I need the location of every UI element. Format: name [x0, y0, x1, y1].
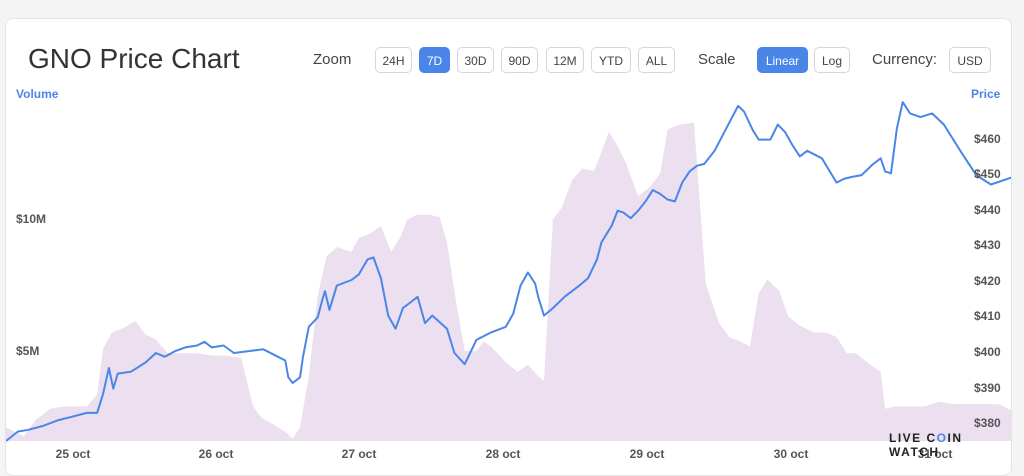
x-tick-label: 26 oct	[198, 447, 234, 461]
chart-plot	[6, 101, 1011, 442]
scale-linear-button[interactable]: Linear	[757, 47, 808, 73]
price-tick-label: $390	[974, 381, 1001, 395]
price-tick-label: $440	[974, 203, 1001, 217]
volume-axis-title: Volume	[16, 87, 59, 101]
price-tick-label: $380	[974, 416, 1001, 430]
x-tick-label: 31 oct	[917, 447, 953, 461]
zoom-all-button[interactable]: ALL	[638, 47, 675, 73]
price-tick-label: $410	[974, 309, 1001, 323]
scale-label: Scale	[698, 51, 736, 68]
x-tick-label: 28 oct	[485, 447, 521, 461]
volume-area	[6, 122, 1011, 441]
zoom-label: Zoom	[313, 51, 352, 68]
x-tick-label: 29 oct	[629, 447, 665, 461]
page-title: GNO Price Chart	[28, 43, 240, 74]
volume-tick-label: $10M	[16, 212, 47, 226]
scale-log-button[interactable]: Log	[814, 47, 850, 73]
chart-card: GNO Price Chart Zoom 24H 7D 30D 90D 12M …	[5, 18, 1012, 476]
price-tick-label: $460	[974, 132, 1001, 146]
price-tick-label: $430	[974, 238, 1001, 252]
watermark: LIVE COIN WATCH	[889, 431, 963, 459]
price-tick-label: $420	[974, 274, 1001, 288]
price-tick-label: $400	[974, 345, 1001, 359]
zoom-12m-button[interactable]: 12M	[546, 47, 584, 73]
price-line	[6, 101, 1011, 442]
x-tick-label: 25 oct	[55, 447, 91, 461]
x-tick-label: 27 oct	[341, 447, 377, 461]
volume-tick-label: $5M	[16, 344, 40, 358]
zoom-24h-button[interactable]: 24H	[375, 47, 412, 73]
zoom-ytd-button[interactable]: YTD	[591, 47, 631, 73]
currency-select[interactable]: USD	[949, 47, 991, 73]
price-tick-label: $450	[974, 167, 1001, 181]
zoom-7d-button[interactable]: 7D	[419, 47, 450, 73]
price-axis-title: Price	[971, 87, 1001, 101]
x-tick-label: 30 oct	[773, 447, 809, 461]
zoom-90d-button[interactable]: 90D	[501, 47, 538, 73]
zoom-30d-button[interactable]: 30D	[457, 47, 494, 73]
currency-label: Currency:	[872, 51, 938, 68]
